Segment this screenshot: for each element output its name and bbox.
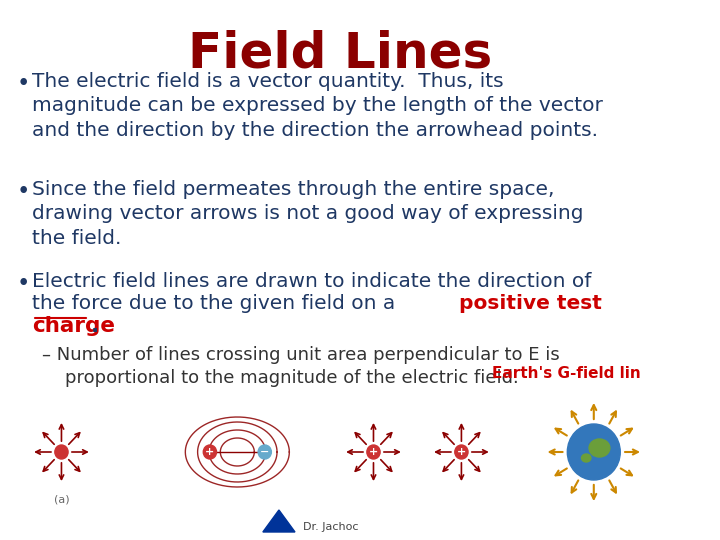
Text: •: • — [17, 180, 30, 203]
Circle shape — [55, 445, 68, 459]
Circle shape — [567, 424, 620, 480]
Text: .: . — [91, 316, 99, 336]
Text: Earth's G-field lin: Earth's G-field lin — [492, 366, 640, 381]
Ellipse shape — [589, 439, 610, 457]
Circle shape — [455, 445, 468, 459]
Ellipse shape — [582, 454, 591, 462]
Text: Field Lines: Field Lines — [188, 30, 492, 78]
Text: +: + — [456, 447, 466, 457]
Text: •: • — [17, 272, 30, 295]
Text: the force due to the given field on a: the force due to the given field on a — [32, 294, 402, 313]
Text: Since the field permeates through the entire space,
drawing vector arrows is not: Since the field permeates through the en… — [32, 180, 584, 247]
Text: Electric field lines are drawn to indicate the direction of: Electric field lines are drawn to indica… — [32, 272, 592, 291]
Circle shape — [203, 445, 217, 459]
Text: •: • — [17, 72, 30, 95]
Polygon shape — [263, 510, 295, 532]
Text: positive test: positive test — [459, 294, 603, 313]
Text: +: + — [369, 447, 378, 457]
Circle shape — [367, 445, 380, 459]
Text: −: − — [260, 447, 269, 457]
Circle shape — [258, 445, 271, 459]
Text: the force due to the given field on a: the force due to the given field on a — [32, 294, 402, 313]
Text: +: + — [205, 447, 215, 457]
Text: The electric field is a vector quantity.  Thus, its
magnitude can be expressed b: The electric field is a vector quantity.… — [32, 72, 603, 139]
Text: charge: charge — [32, 316, 115, 336]
Text: – Number of lines crossing unit area perpendicular to E is
    proportional to t: – Number of lines crossing unit area per… — [42, 346, 559, 387]
Text: (a): (a) — [54, 494, 69, 504]
Text: Dr. Jachoc: Dr. Jachoc — [302, 522, 358, 532]
